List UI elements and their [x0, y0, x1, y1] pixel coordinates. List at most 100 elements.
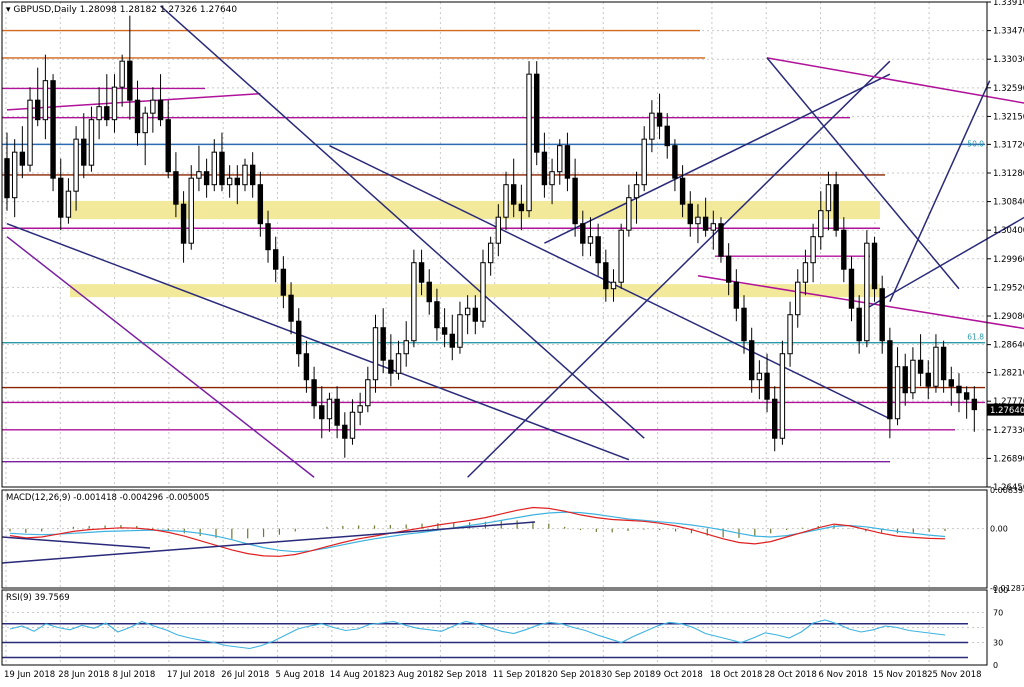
candle-body	[119, 60, 125, 88]
date-label: 6 Nov 2018	[819, 670, 868, 680]
price-tick-label: 1.31280	[993, 169, 1024, 179]
candle-body	[96, 106, 102, 121]
candle-body	[526, 73, 532, 212]
candle-body	[35, 99, 41, 121]
candle-body	[879, 288, 885, 342]
candle-body	[273, 249, 279, 270]
candle-body	[403, 340, 409, 355]
candle-body	[134, 99, 141, 134]
candle-body	[856, 307, 862, 342]
date-label: 11 Sep 2018	[493, 670, 547, 680]
trendlines[interactable]	[6, 5, 1024, 478]
candle-body	[88, 119, 95, 166]
candle-body	[557, 145, 563, 173]
candle-body	[795, 281, 801, 316]
date-label: 9 Oct 2018	[656, 670, 703, 680]
candle-body	[11, 151, 18, 199]
candle-body	[449, 333, 455, 348]
candle-body	[257, 184, 264, 225]
candle-body	[226, 177, 233, 186]
candle-body	[779, 353, 786, 439]
candle-body	[564, 145, 571, 179]
candle-body	[173, 171, 179, 205]
trendline	[6, 92, 261, 111]
support-zone	[70, 200, 880, 220]
candle-body	[802, 262, 809, 283]
candle-body	[334, 398, 340, 426]
date-label: 5 Aug 2018	[276, 670, 325, 680]
date-label: 25 Nov 2018	[927, 670, 981, 680]
candle-body	[603, 262, 609, 290]
rsi-tick-label: 70	[993, 609, 1003, 618]
rsi-tick-label: 30	[993, 639, 1003, 648]
candle-body	[541, 151, 548, 186]
current-price-label: 1.27640	[990, 406, 1024, 416]
candle-body	[695, 216, 701, 225]
candle-body	[111, 86, 118, 121]
panel-frame	[1, 1, 988, 488]
date-label: 8 Jul 2018	[113, 670, 156, 680]
candle-body	[580, 223, 586, 244]
chart-title: ▾ GBPUSD,Daily 1.28098 1.28182 1.27326 1…	[6, 5, 237, 15]
price-tick-label: 1.29080	[993, 312, 1024, 322]
candle-body	[549, 171, 555, 186]
candle-body	[196, 171, 202, 179]
price-tick-label: 1.27330	[993, 426, 1024, 436]
candle-body	[157, 99, 164, 121]
candle-body	[718, 223, 724, 257]
macd-panel	[1, 506, 987, 564]
candle-body	[4, 158, 10, 199]
candle-body	[518, 203, 525, 212]
candle-body	[395, 353, 402, 374]
price-axis: 1.33910 1.33470 1.33030 1.32590 1.32150 1.317…	[987, 0, 1024, 670]
candle-body	[319, 405, 325, 420]
date-label: 18 Oct 2018	[710, 670, 763, 680]
candle-body	[311, 379, 317, 407]
price-tick-label: 1.28640	[993, 341, 1024, 351]
candle-body	[894, 366, 901, 420]
candle-body	[864, 242, 870, 342]
candle-body	[841, 229, 847, 270]
candle-body	[940, 346, 947, 381]
candle-body	[19, 151, 26, 166]
candle-body	[633, 184, 640, 199]
candle-body	[150, 99, 156, 114]
candle-body	[810, 236, 816, 264]
fib-level-label: 61.8	[967, 333, 984, 342]
current-price-box	[987, 403, 1024, 416]
price-tick-label: 1.33030	[993, 55, 1024, 65]
price-tick-label: 1.27770	[993, 397, 1024, 407]
date-label: 17 Jul 2018	[167, 670, 215, 680]
candle-body	[764, 372, 770, 400]
horizontal-levels[interactable]	[2, 29, 985, 463]
price-tick-label: 1.33910	[993, 0, 1024, 8]
price-tick-label: 1.30840	[993, 198, 1024, 208]
candle-body	[910, 359, 916, 394]
panel-frame	[1, 489, 988, 589]
candle-body	[326, 398, 333, 420]
candle-body	[418, 262, 425, 283]
candle-body	[426, 281, 432, 303]
candle-body	[50, 80, 56, 179]
candle-body	[641, 138, 647, 186]
candle-body	[741, 307, 747, 342]
trendline	[697, 274, 1024, 330]
candle-body	[748, 340, 755, 381]
candle-body	[372, 327, 379, 381]
candle-body	[756, 372, 763, 381]
candle-body	[265, 223, 271, 251]
trendline	[467, 60, 891, 478]
trendline	[329, 145, 891, 420]
price-tick-label: 1.30400	[993, 226, 1024, 236]
frames	[1, 1, 988, 666]
price-tick-label: 1.28210	[993, 369, 1024, 379]
candle-body	[871, 242, 878, 290]
macd-tick-label: 0.00	[990, 525, 1008, 534]
candle-body	[472, 307, 479, 322]
candle-body	[925, 372, 931, 387]
date-label: 19 Jun 2018	[4, 670, 55, 680]
price-tick-label: 1.33470	[993, 27, 1024, 37]
candle-body	[534, 73, 540, 153]
support-zone	[70, 284, 880, 298]
